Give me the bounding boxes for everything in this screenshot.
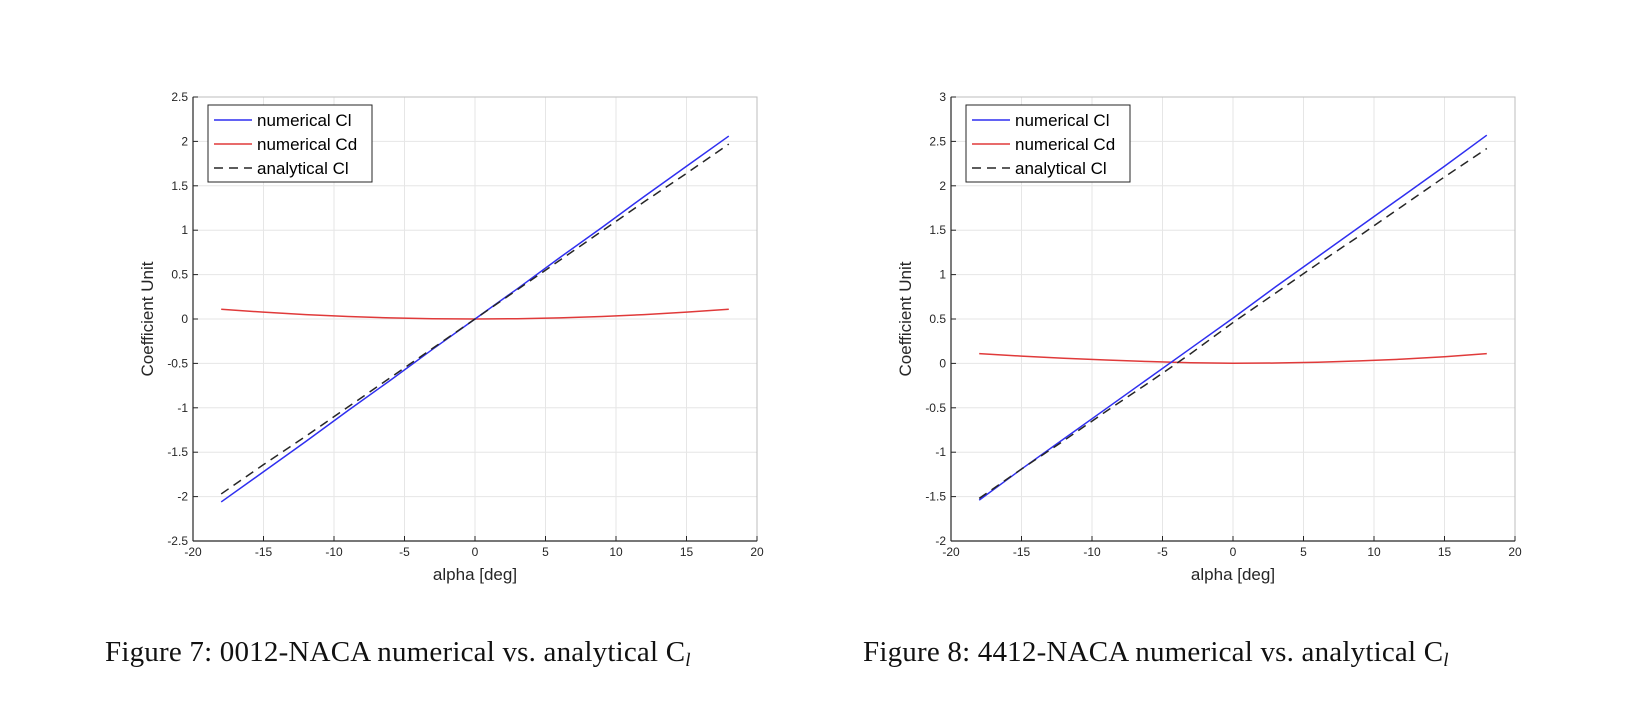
x-tick-label: -5 [1157,545,1168,559]
x-tick-label: 5 [1300,545,1307,559]
x-tick-label: 10 [609,545,623,559]
y-axis-label: Coefficient Unit [138,261,157,376]
y-tick-label: -1 [177,401,188,415]
figure-8-caption: Figure 8: 4412-NACA numerical vs. analyt… [863,636,1449,672]
y-tick-label: 2.5 [171,90,188,104]
y-tick-label: -2.5 [167,534,188,548]
y-tick-label: 0.5 [929,312,946,326]
y-tick-label: 2.5 [929,134,946,148]
figure-8-caption-subscript: l [1443,650,1449,671]
y-tick-label: -1.5 [167,445,188,459]
y-tick-label: 0.5 [171,268,188,282]
x-tick-label: 0 [1230,545,1237,559]
legend-label: numerical Cl [1015,111,1109,130]
x-tick-label: 0 [472,545,479,559]
y-tick-label: -0.5 [167,356,188,370]
y-tick-label: 0 [181,312,188,326]
x-tick-label: -5 [399,545,410,559]
figure-7-caption-text: Figure 7: 0012-NACA numerical vs. analyt… [105,636,686,668]
x-tick-label: 5 [542,545,549,559]
x-tick-label: -20 [184,545,202,559]
figure-8: -20 -15 -10 -5 0 5 10 15 20 -2 -1.5 -1 -0.5 0 0.5 1 1.5 2… [758,0,1572,702]
x-tick-label: -10 [325,545,343,559]
legend: numerical Cl numerical Cd analytical Cl [207,104,373,183]
x-tick-label: -15 [1013,545,1031,559]
x-tick-label: 15 [1438,545,1452,559]
figure-8-caption-text: Figure 8: 4412-NACA numerical vs. analyt… [863,636,1444,668]
y-tick-label: 0 [939,356,946,370]
y-tick-label: 1 [181,223,188,237]
figure-8-plot: -20 -15 -10 -5 0 5 10 15 20 -2 -1.5 -1 -0.5 0 0.5 1 1.5 2… [896,90,1522,584]
legend-label: numerical Cd [1015,135,1115,154]
figure-7-plot: -20 -15 -10 -5 0 5 10 15 20 -2.5 -2 -1.5 -1 -0.5 0 0.5 1… [138,90,764,584]
legend-label: analytical Cl [257,159,349,178]
y-tick-label: 1.5 [929,223,946,237]
x-tick-label: 10 [1367,545,1381,559]
x-tick-label: -10 [1083,545,1101,559]
x-tick-label: -20 [942,545,960,559]
x-tick-label: 20 [750,545,764,559]
legend-label: numerical Cl [257,111,351,130]
series-line-analytical-cl [220,143,730,495]
y-axis-label: Coefficient Unit [896,261,915,376]
y-tick-label: 3 [939,90,946,104]
y-tick-label: -0.5 [925,401,946,415]
y-tick-label: -1.5 [925,490,946,504]
y-tick-label: 1 [939,268,946,282]
y-tick-label: -2 [935,534,946,548]
y-tick-label: 2 [939,179,946,193]
legend-label: numerical Cd [257,135,357,154]
x-tick-label: 20 [1508,545,1522,559]
y-tick-label: 1.5 [171,179,188,193]
x-tick-label: 15 [680,545,694,559]
legend: numerical Cl numerical Cd analytical Cl [965,104,1131,183]
y-tick-label: -2 [177,490,188,504]
legend-label: analytical Cl [1015,159,1107,178]
y-tick-label: -1 [935,445,946,459]
x-tick-label: -15 [255,545,273,559]
figure-7-caption-subscript: l [685,650,691,671]
x-axis-label: alpha [deg] [1191,565,1275,584]
x-axis-label: alpha [deg] [433,565,517,584]
figure-7-caption: Figure 7: 0012-NACA numerical vs. analyt… [105,636,691,672]
series-line-analytical-cl [978,147,1488,499]
series-line-numerical-cd [979,352,1487,364]
y-tick-label: 2 [181,134,188,148]
series-line-numerical-cl [978,134,1488,501]
figure-7: -20 -15 -10 -5 0 5 10 15 20 -2.5 -2 -1.5 -1 -0.5 0 0.5 1… [105,90,764,672]
